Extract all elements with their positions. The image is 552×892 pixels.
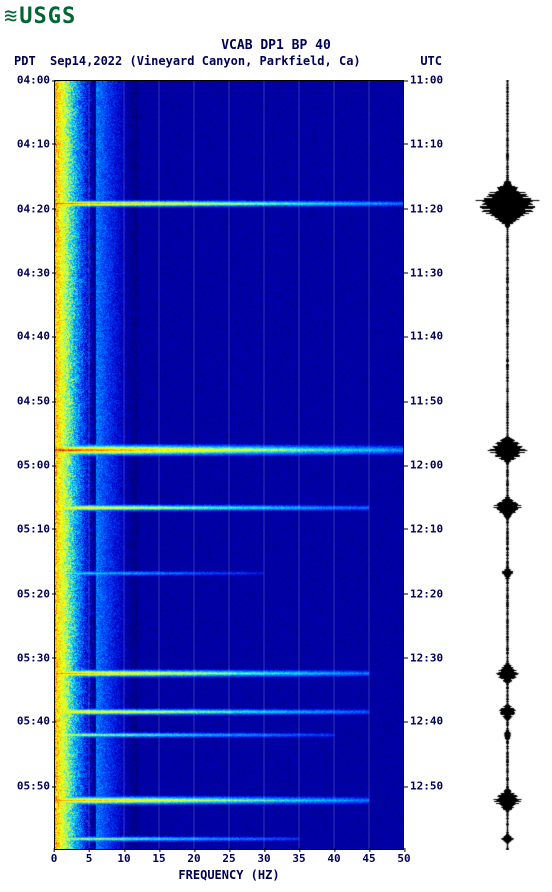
ytick-left: 04:00: [0, 74, 50, 87]
ytick-left: 05:30: [0, 651, 50, 664]
ytick-right: 11:00: [410, 74, 460, 87]
date-location-label: Sep14,2022 (Vineyard Canyon, Parkfield, …: [50, 54, 361, 68]
ytick-left: 04:50: [0, 395, 50, 408]
ytick-right: 11:20: [410, 202, 460, 215]
logo-text: USGS: [19, 4, 76, 29]
spectrogram-plot: [54, 80, 404, 850]
ytick-left: 04:30: [0, 266, 50, 279]
chart-title: VCAB DP1 BP 40: [221, 38, 331, 53]
waveform-plot: [470, 80, 545, 850]
ytick-left: 05:40: [0, 715, 50, 728]
xtick: 45: [362, 852, 375, 865]
ytick-right: 11:50: [410, 395, 460, 408]
ytick-left: 04:40: [0, 330, 50, 343]
xtick: 5: [86, 852, 93, 865]
ytick-left: 04:10: [0, 137, 50, 150]
xtick: 10: [117, 852, 130, 865]
xtick: 15: [152, 852, 165, 865]
xtick: 35: [292, 852, 305, 865]
ytick-left: 05:00: [0, 459, 50, 472]
ytick-right: 12:20: [410, 587, 460, 600]
xtick: 0: [51, 852, 58, 865]
logo-wave-icon: ≋: [4, 6, 17, 28]
ytick-left: 05:10: [0, 522, 50, 535]
left-tz-label: PDT: [14, 54, 36, 68]
xtick: 30: [257, 852, 270, 865]
ytick-right: 11:10: [410, 137, 460, 150]
xtick: 40: [327, 852, 340, 865]
x-axis-label: FREQUENCY (HZ): [54, 868, 404, 882]
right-tz-label: UTC: [420, 54, 442, 68]
ytick-left: 05:50: [0, 780, 50, 793]
xtick: 25: [222, 852, 235, 865]
y-axis-left-pdt: 04:0004:1004:2004:3004:4004:5005:0005:10…: [0, 80, 50, 850]
ytick-right: 11:40: [410, 330, 460, 343]
ytick-right: 12:40: [410, 715, 460, 728]
usgs-logo: ≋ USGS: [4, 4, 76, 29]
xtick: 50: [397, 852, 410, 865]
ytick-right: 11:30: [410, 266, 460, 279]
spectrogram-canvas: [54, 80, 404, 850]
xtick: 20: [187, 852, 200, 865]
ytick-left: 05:20: [0, 587, 50, 600]
y-axis-right-utc: 11:0011:1011:2011:3011:4011:5012:0012:10…: [410, 80, 460, 850]
ytick-left: 04:20: [0, 202, 50, 215]
waveform-canvas: [470, 80, 545, 850]
ytick-right: 12:10: [410, 522, 460, 535]
ytick-right: 12:00: [410, 459, 460, 472]
ytick-right: 12:30: [410, 651, 460, 664]
ytick-right: 12:50: [410, 780, 460, 793]
